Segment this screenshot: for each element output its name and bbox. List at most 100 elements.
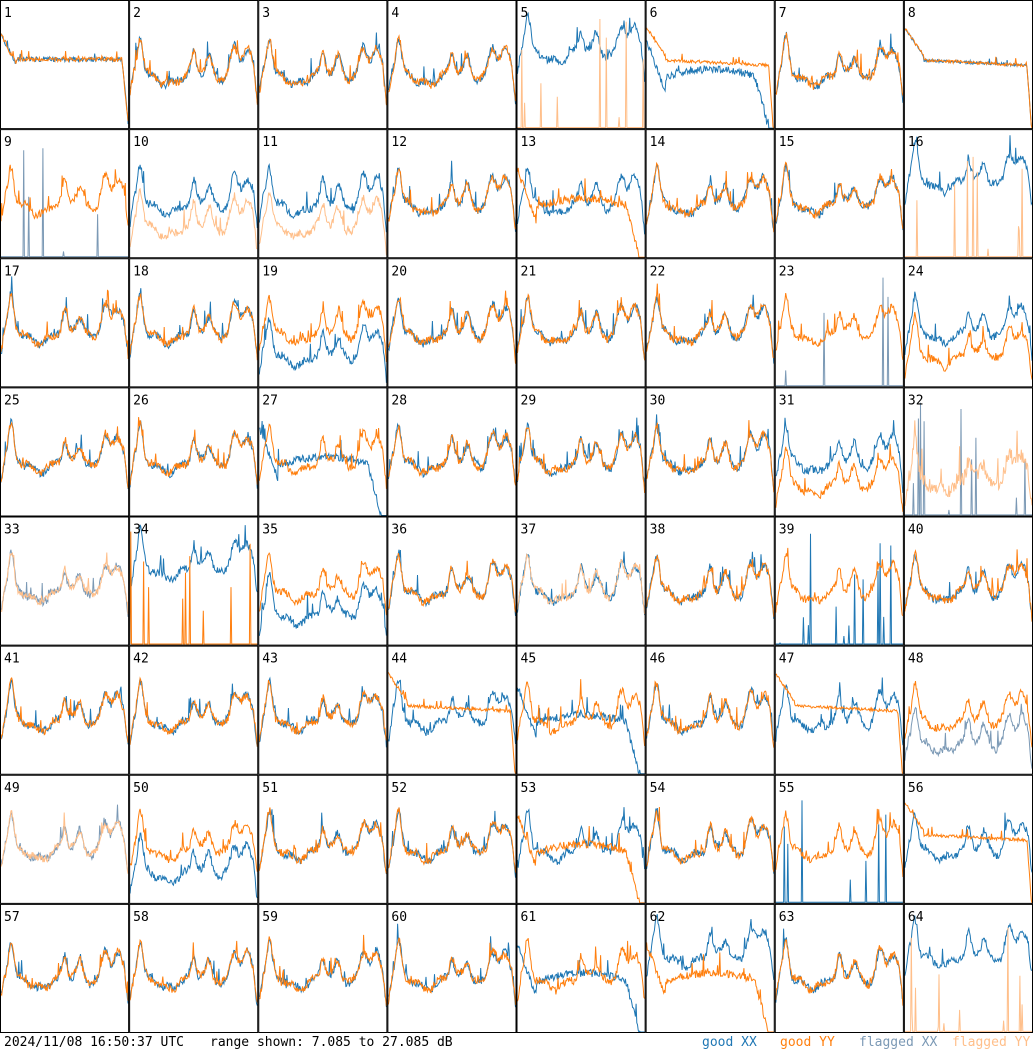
panel-border-56	[903, 774, 1033, 904]
panel-border-10	[129, 129, 259, 259]
panel-label-51: 51	[262, 781, 278, 796]
series-xx-32	[904, 402, 1032, 516]
series-xx-21	[517, 296, 646, 361]
series-xx-64	[904, 915, 1032, 976]
series-yy-59	[259, 934, 387, 1007]
panel-25: 25	[0, 387, 130, 517]
series-xx-24	[904, 291, 1033, 361]
panel-border-2	[129, 0, 259, 130]
panel-label-24: 24	[908, 264, 924, 279]
panel-38: 38	[645, 516, 775, 646]
series-xx-41	[0, 678, 129, 745]
series-xx-8	[904, 28, 1033, 129]
panel-label-64: 64	[908, 910, 924, 925]
series-xx-56	[904, 811, 1033, 873]
series-xx-7	[775, 31, 904, 103]
panel-label-38: 38	[650, 523, 666, 538]
panel-49: 49	[0, 774, 130, 904]
series-yy-48	[904, 681, 1033, 748]
panel-label-39: 39	[779, 523, 795, 538]
panel-57: 57	[0, 903, 130, 1033]
series-yy-25	[0, 421, 129, 489]
panel-4: 4	[387, 0, 517, 130]
series-yy-15	[775, 161, 904, 230]
panel-12: 12	[387, 129, 517, 259]
panel-border-31	[774, 387, 904, 517]
panel-border-58	[129, 903, 259, 1033]
panel-61: 61	[516, 903, 646, 1033]
series-xx-40	[904, 553, 1033, 622]
panel-border-24	[903, 258, 1033, 388]
series-xx-37	[517, 551, 646, 616]
panel-border-53	[516, 774, 646, 904]
series-xx-14	[646, 164, 775, 230]
series-xx-34	[129, 524, 258, 594]
series-yy-18	[129, 292, 258, 361]
panel-label-4: 4	[391, 6, 399, 21]
series-yy-23	[775, 293, 904, 360]
panel-26: 26	[129, 387, 259, 517]
panel-border-54	[645, 774, 775, 904]
series-yy-53	[517, 815, 645, 904]
series-yy-1	[0, 33, 129, 122]
panel-19: 19	[258, 258, 388, 388]
panel-border-7	[774, 0, 904, 130]
series-xx-62	[646, 914, 775, 980]
panel-label-28: 28	[391, 393, 407, 408]
series-yy-30	[646, 420, 775, 493]
panel-64: 64	[903, 903, 1033, 1033]
panel-label-49: 49	[4, 781, 20, 796]
panel-border-46	[645, 645, 775, 775]
panel-border-6	[645, 0, 775, 130]
panel-8: 8	[903, 0, 1033, 130]
panel-border-22	[645, 258, 775, 388]
series-xx-29	[517, 417, 646, 487]
panel-40: 40	[903, 516, 1033, 646]
panel-label-58: 58	[133, 910, 149, 925]
panel-35: 35	[258, 516, 388, 646]
panel-16: 16	[903, 129, 1033, 259]
series-yy-4	[388, 34, 516, 102]
series-yy-47	[775, 673, 904, 774]
panel-56: 56	[903, 774, 1033, 904]
panel-border-57	[0, 903, 130, 1033]
panel-label-10: 10	[133, 135, 149, 150]
series-xx-1	[0, 33, 129, 125]
panel-label-50: 50	[133, 781, 149, 796]
series-xx-39	[775, 533, 903, 645]
series-yy-8	[904, 28, 1033, 129]
panel-label-20: 20	[391, 264, 407, 279]
series-yy-28	[388, 424, 516, 486]
panel-border-49	[0, 774, 130, 904]
panel-label-62: 62	[650, 910, 666, 925]
series-yy-33	[0, 552, 129, 615]
series-yy-61	[517, 938, 646, 1002]
series-xx-31	[775, 417, 904, 493]
panel-9: 9	[0, 129, 130, 259]
series-xx-44	[387, 679, 516, 745]
series-xx-16	[904, 135, 1033, 206]
series-xx-11	[258, 162, 387, 233]
panel-label-27: 27	[262, 393, 278, 408]
series-xx-53	[517, 807, 646, 870]
series-yy-44	[387, 672, 516, 774]
series-yy-21	[517, 293, 646, 361]
series-yy-11	[258, 191, 387, 256]
series-yy-14	[646, 161, 775, 233]
panel-17: 17	[0, 258, 130, 388]
panel-border-23	[774, 258, 904, 388]
panel-border-18	[129, 258, 259, 388]
series-xx-59	[258, 938, 387, 1008]
series-xx-19	[258, 317, 387, 383]
series-yy-39	[775, 547, 904, 616]
panel-label-12: 12	[391, 135, 407, 150]
series-yy-52	[388, 807, 516, 873]
series-xx-55	[775, 800, 903, 903]
series-xx-36	[387, 549, 516, 617]
series-xx-47	[775, 677, 904, 746]
series-yy-54	[646, 806, 775, 873]
panel-60: 60	[387, 903, 517, 1033]
series-yy-32	[904, 420, 1033, 507]
series-yy-9	[0, 164, 129, 226]
panel-46: 46	[645, 645, 775, 775]
